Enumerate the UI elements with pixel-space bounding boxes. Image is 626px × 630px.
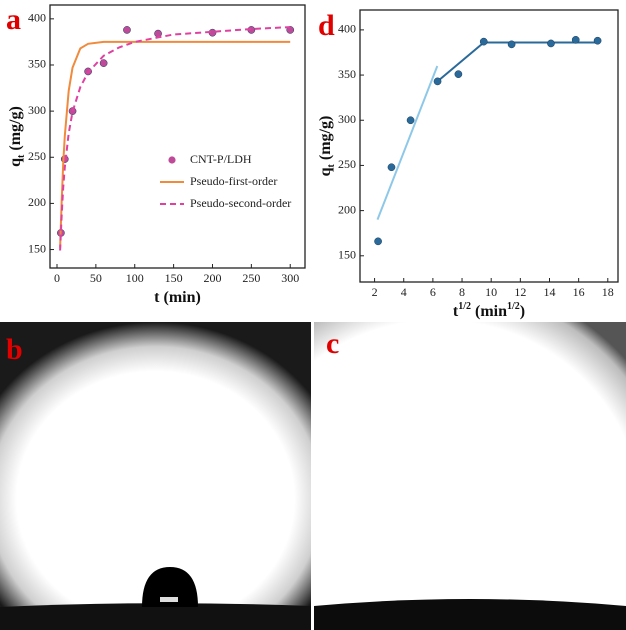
x-tick-label: 16 bbox=[573, 285, 585, 299]
x-tick-label: 250 bbox=[242, 271, 260, 285]
x-tick-label: 0 bbox=[54, 271, 60, 285]
legend-label: Pseudo-first-order bbox=[190, 174, 277, 188]
panel-label: b bbox=[6, 333, 23, 366]
data-point bbox=[507, 40, 516, 49]
y-tick-label: 350 bbox=[28, 57, 46, 71]
chart: 0 50 100 150 200 250 300 150 200 250 300 350 400 t (m… bbox=[6, 3, 306, 306]
y-tick-label: 250 bbox=[28, 149, 46, 163]
x-tick-label: 10 bbox=[485, 285, 497, 299]
y-tick-label: 300 bbox=[338, 112, 356, 126]
axis-label-part: t bbox=[16, 154, 27, 158]
x-tick-label: 200 bbox=[203, 271, 221, 285]
axis-label-part: ) bbox=[520, 303, 525, 320]
axis-label-part: 1/2 bbox=[458, 301, 471, 312]
y-tick-label: 200 bbox=[28, 195, 46, 209]
panel-label: a bbox=[6, 3, 21, 36]
x-tick-label: 6 bbox=[430, 285, 436, 299]
x-tick-label: 150 bbox=[165, 271, 183, 285]
legend-label: CNT-P/LDH bbox=[190, 152, 252, 166]
photo-c bbox=[314, 322, 626, 630]
x-tick-label: 2 bbox=[372, 285, 378, 299]
data-point bbox=[387, 163, 396, 172]
data-point bbox=[547, 39, 555, 48]
legend-marker bbox=[168, 156, 176, 164]
y-tick-label: 350 bbox=[338, 67, 356, 81]
data-point bbox=[571, 35, 580, 44]
y-tick-label: 250 bbox=[338, 157, 356, 171]
data-point bbox=[433, 77, 442, 86]
x-tick-label: 50 bbox=[90, 271, 102, 285]
y-tick-label: 400 bbox=[28, 11, 46, 25]
data-point bbox=[454, 70, 463, 79]
axis-label: qt (mg/g) bbox=[7, 106, 27, 167]
plot-frame bbox=[359, 9, 619, 283]
data-point bbox=[593, 36, 602, 45]
x-tick-label: 12 bbox=[514, 285, 526, 299]
series-line bbox=[59, 40, 291, 248]
series-line bbox=[59, 26, 291, 251]
axis-label-part: q bbox=[317, 167, 334, 176]
axis-label-part: (mg/g) bbox=[317, 116, 334, 164]
y-tick-label: 400 bbox=[338, 22, 356, 36]
x-tick-label: 14 bbox=[543, 285, 555, 299]
x-tick-label: 18 bbox=[602, 285, 614, 299]
panel-label: c bbox=[326, 327, 339, 360]
x-tick-label: 100 bbox=[126, 271, 144, 285]
axis-label: t (min) bbox=[154, 289, 201, 306]
y-tick-label: 150 bbox=[338, 248, 356, 262]
axis-label: t1/2 (min1/2) bbox=[453, 301, 525, 320]
axis-label-part: 1/2 bbox=[507, 301, 520, 312]
x-tick-label: 4 bbox=[401, 285, 407, 299]
axis-label-part: t bbox=[453, 303, 459, 320]
y-tick-label: 300 bbox=[28, 103, 46, 117]
plot-frame bbox=[49, 4, 306, 269]
series-line bbox=[376, 65, 439, 220]
axis-label-part: t (min) bbox=[154, 289, 201, 306]
data-point bbox=[99, 59, 108, 67]
data-point bbox=[374, 237, 382, 246]
data-point bbox=[123, 26, 131, 34]
panel-label: d bbox=[318, 9, 335, 42]
legend-label: Pseudo-second-order bbox=[190, 196, 291, 210]
axis-label-part: t bbox=[326, 163, 337, 167]
axis-label-part: (min bbox=[471, 303, 507, 320]
axis-label-part: (mg/g) bbox=[7, 106, 24, 154]
x-tick-label: 8 bbox=[459, 285, 465, 299]
data-point bbox=[406, 116, 415, 125]
axis-label-part: q bbox=[7, 158, 24, 167]
x-tick-label: 300 bbox=[281, 271, 299, 285]
photo-b bbox=[0, 322, 311, 630]
data-point bbox=[479, 37, 488, 46]
y-tick-label: 200 bbox=[338, 202, 356, 216]
axis-label: qt (mg/g) bbox=[317, 116, 337, 177]
y-tick-label: 150 bbox=[28, 241, 46, 255]
